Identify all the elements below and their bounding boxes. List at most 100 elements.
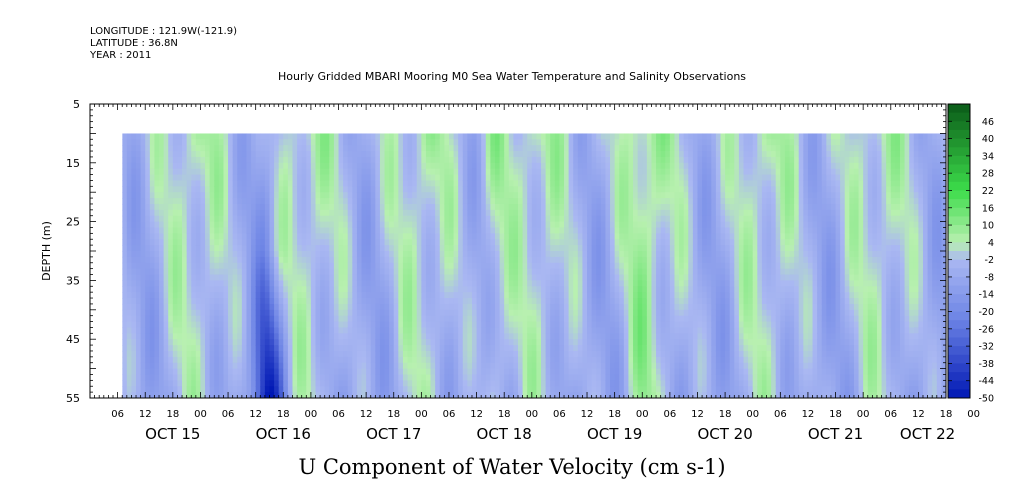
- heatmap-cell: [195, 339, 202, 346]
- heatmap-cell: [375, 298, 381, 305]
- heatmap-cell: [573, 345, 579, 352]
- heatmap-cell: [182, 239, 188, 246]
- heatmap-cell: [430, 392, 436, 398]
- heatmap-cell: [619, 133, 625, 140]
- heatmap-cell: [458, 186, 464, 193]
- heatmap-cell: [545, 145, 551, 152]
- heatmap-cell: [577, 386, 584, 393]
- heatmap-cell: [490, 374, 496, 381]
- heatmap-cell: [490, 262, 496, 270]
- heatmap-cell: [306, 168, 312, 176]
- heatmap-cell: [467, 280, 473, 287]
- heatmap-cell: [402, 274, 409, 281]
- heatmap-cell: [384, 280, 390, 287]
- heatmap-cell: [425, 174, 432, 182]
- heatmap-cell: [476, 203, 482, 211]
- heatmap-cell: [416, 156, 422, 164]
- heatmap-cell: [499, 233, 505, 240]
- heatmap-cell: [476, 303, 482, 311]
- heatmap-cell: [448, 174, 455, 182]
- heatmap-cell: [541, 192, 547, 199]
- heatmap-cell: [356, 362, 363, 370]
- heatmap-cell: [623, 209, 630, 217]
- heatmap-cell: [518, 239, 524, 246]
- heatmap-cell: [366, 145, 372, 152]
- heatmap-cell: [177, 321, 183, 329]
- heatmap-cell: [628, 180, 634, 187]
- heatmap-cell: [218, 374, 225, 381]
- heatmap-cell: [536, 386, 542, 393]
- heatmap-cell: [205, 392, 211, 398]
- heatmap-cell: [159, 280, 165, 287]
- heatmap-cell: [412, 239, 418, 246]
- heatmap-cell: [527, 392, 533, 398]
- heatmap-cell: [306, 145, 312, 152]
- heatmap-cell: [297, 356, 303, 364]
- heatmap-cell: [499, 368, 505, 376]
- heatmap-cell: [476, 286, 482, 293]
- heatmap-cell: [278, 303, 284, 311]
- heatmap-cell: [131, 362, 137, 370]
- heatmap-cell: [218, 251, 225, 258]
- heatmap-cell: [435, 133, 441, 140]
- heatmap-cell: [159, 274, 165, 281]
- heatmap-cell: [163, 233, 169, 240]
- heatmap-cell: [145, 209, 151, 217]
- heatmap-cell: [614, 174, 620, 182]
- heatmap-cell: [361, 156, 367, 164]
- heatmap-cell: [628, 162, 634, 170]
- heatmap-cell: [490, 333, 496, 340]
- heatmap-cell: [416, 356, 422, 364]
- heatmap-cell: [610, 274, 616, 281]
- heatmap-cell: [329, 233, 335, 240]
- heatmap-cell: [218, 292, 225, 299]
- heatmap-cell: [476, 162, 482, 170]
- heatmap-cell: [131, 327, 137, 334]
- heatmap-cell: [329, 198, 335, 205]
- heatmap-cell: [494, 186, 501, 193]
- heatmap-cell: [591, 151, 597, 158]
- heatmap-cell: [163, 350, 169, 358]
- heatmap-cell: [587, 280, 593, 287]
- heatmap-cell: [573, 139, 579, 146]
- heatmap-cell: [407, 350, 413, 358]
- heatmap-cell: [237, 362, 243, 370]
- heatmap-cell: [458, 251, 464, 258]
- heatmap-cell: [315, 198, 321, 205]
- heatmap-cell: [237, 356, 243, 364]
- heatmap-cell: [237, 368, 243, 376]
- heatmap-cell: [315, 286, 321, 293]
- heatmap-cell: [596, 239, 602, 246]
- heatmap-cell: [333, 303, 340, 311]
- heatmap-cell: [366, 380, 372, 387]
- heatmap-cell: [416, 186, 422, 193]
- heatmap-cell: [274, 350, 280, 358]
- heatmap-cell: [274, 245, 280, 252]
- heatmap-cell: [237, 303, 243, 311]
- heatmap-cell: [623, 251, 630, 258]
- heatmap-cell: [435, 327, 441, 334]
- heatmap-cell: [448, 180, 455, 187]
- heatmap-cell: [182, 280, 188, 287]
- heatmap-cell: [462, 262, 468, 270]
- heatmap-cell: [439, 292, 445, 299]
- heatmap-cell: [278, 180, 284, 187]
- heatmap-cell: [205, 186, 211, 193]
- heatmap-cell: [577, 286, 584, 293]
- heatmap-cell: [315, 262, 321, 270]
- heatmap-cell: [541, 186, 547, 193]
- heatmap-cell: [122, 251, 128, 258]
- heatmap-cell: [136, 339, 142, 346]
- heatmap-cell: [338, 262, 344, 270]
- heatmap-cell: [453, 151, 459, 158]
- heatmap-cell: [518, 298, 524, 305]
- heatmap-cell: [412, 215, 418, 223]
- heatmap-cell: [531, 156, 538, 164]
- heatmap-cell: [554, 139, 561, 146]
- heatmap-cell: [458, 286, 464, 293]
- heatmap-cell: [582, 339, 588, 346]
- heatmap-cell: [508, 251, 514, 258]
- heatmap-cell: [467, 362, 473, 370]
- heatmap-cell: [366, 162, 372, 170]
- heatmap-cell: [573, 274, 579, 281]
